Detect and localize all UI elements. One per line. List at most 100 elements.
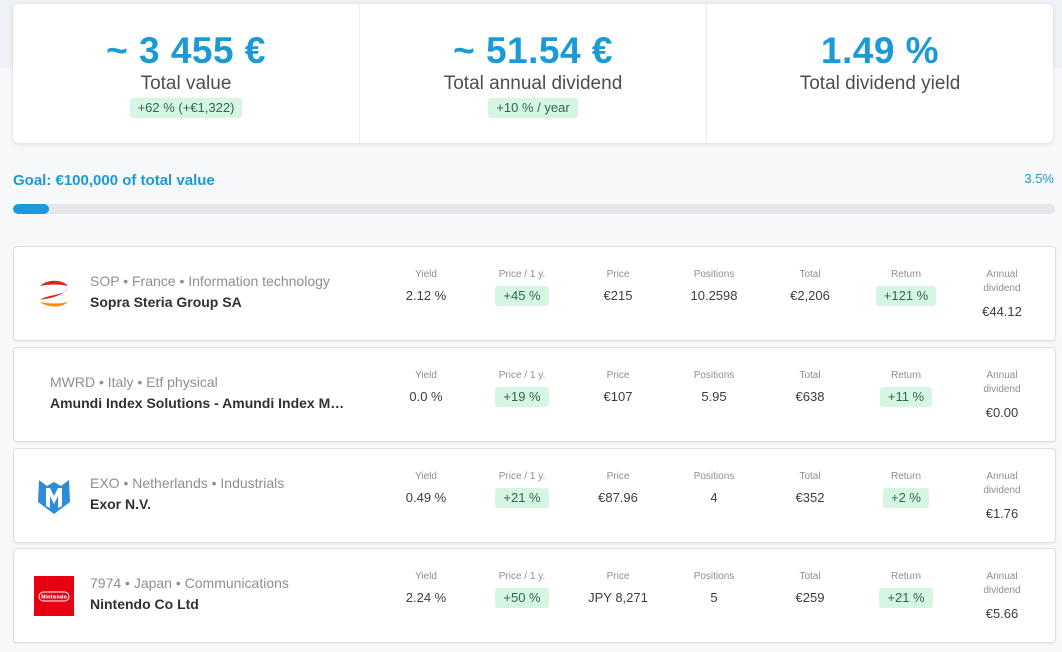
return-header: Return	[890, 370, 921, 381]
annual-dividend-header: Annual dividend	[983, 269, 1021, 294]
yield-header: Yield	[415, 370, 437, 381]
price-1y-badge: +45 %	[495, 286, 549, 306]
price-header: Price	[606, 269, 630, 280]
total-value-change-badge: +62 % (+€1,322)	[129, 98, 243, 118]
price-value: €107	[603, 389, 633, 404]
annual-dividend-value: €1.76	[985, 506, 1019, 521]
annual-dividend-value: €5.66	[985, 606, 1019, 621]
holding-name[interactable]: Sopra Steria Group SA	[90, 294, 242, 310]
total-header: Total	[799, 370, 821, 381]
positions-header: Positions	[693, 370, 735, 381]
price-value: €87.96	[598, 490, 638, 505]
holding-name[interactable]: Amundi Index Solutions - Amundi Index MS…	[50, 395, 350, 411]
return-badge: +21 %	[879, 588, 933, 608]
total-value-label: Total value	[140, 73, 232, 94]
goal-percent: 3.5%	[1024, 171, 1054, 186]
holding-info: 7974 • Japan • Communications Nintendo C…	[90, 574, 390, 613]
positions-cell: Positions 10.2598	[664, 268, 764, 304]
goal-progress-fill	[13, 204, 50, 214]
holding-name[interactable]: Nintendo Co Ltd	[90, 596, 199, 612]
annual-dividend-stat: ~ 51.54 € Total annual dividend +10 % / …	[360, 4, 707, 143]
total-header: Total	[799, 571, 821, 582]
annual-dividend-header: Annual dividend	[983, 370, 1021, 395]
annual-dividend-value: €0.00	[985, 405, 1019, 420]
positions-cell: Positions 4	[664, 470, 764, 506]
yield-cell: Yield 0.49 %	[376, 470, 476, 506]
holding-card[interactable]: EXO • Netherlands • Industrials Exor N.V…	[13, 448, 1056, 543]
dividend-yield-stat: 1.49 % Total dividend yield	[707, 4, 1053, 143]
price-value: €215	[603, 288, 633, 303]
annual-dividend-value: ~ 51.54 €	[453, 30, 613, 71]
price-1y-cell: Price / 1 y. +19 %	[472, 369, 572, 407]
annual-dividend-value: €44.12	[982, 304, 1022, 319]
yield-header: Yield	[415, 471, 437, 482]
holding-meta: SOP • France • Information technology	[90, 273, 330, 289]
annual-dividend-header: Annual dividend	[983, 471, 1021, 496]
return-cell: Return +2 %	[856, 470, 956, 508]
return-cell: Return +121 %	[856, 268, 956, 306]
total-value: €638	[795, 389, 825, 404]
yield-cell: Yield 2.12 %	[376, 268, 476, 304]
price-1y-cell: Price / 1 y. +21 %	[472, 470, 572, 508]
annual-dividend-growth-badge: +10 % / year	[488, 98, 578, 118]
price-cell: Price €215	[568, 268, 668, 304]
return-badge: +121 %	[875, 286, 937, 306]
yield-value: 2.24 %	[405, 590, 447, 605]
holding-card[interactable]: SOP • France • Information technology So…	[13, 246, 1056, 341]
annual-dividend-cell: Annual dividend €5.66	[952, 570, 1052, 622]
price-1y-badge: +50 %	[495, 588, 549, 608]
holding-card[interactable]: MWRD • Italy • Etf physical Amundi Index…	[13, 347, 1056, 442]
yield-value: 2.12 %	[405, 288, 447, 303]
holding-name[interactable]: Exor N.V.	[90, 496, 151, 512]
holding-meta: 7974 • Japan • Communications	[90, 575, 289, 591]
holding-meta: MWRD • Italy • Etf physical	[50, 374, 218, 390]
goal-progress-bar	[13, 204, 1055, 214]
yield-header: Yield	[415, 571, 437, 582]
price-header: Price	[606, 370, 630, 381]
positions-value: 4	[710, 490, 718, 505]
positions-cell: Positions 5	[664, 570, 764, 606]
price-1y-badge: +21 %	[495, 488, 549, 508]
dividend-yield-label: Total dividend yield	[799, 73, 961, 94]
price-header: Price	[606, 471, 630, 482]
holding-card[interactable]: Nintendo 7974 • Japan • Communications N…	[13, 548, 1056, 643]
total-header: Total	[799, 269, 821, 280]
price-1y-header: Price / 1 y.	[498, 471, 546, 482]
holding-info: EXO • Netherlands • Industrials Exor N.V…	[90, 474, 390, 513]
positions-header: Positions	[693, 571, 735, 582]
return-cell: Return +11 %	[856, 369, 956, 407]
price-value: JPY 8,271	[588, 590, 648, 605]
price-1y-header: Price / 1 y.	[498, 269, 546, 280]
annual-dividend-cell: Annual dividend €0.00	[952, 369, 1052, 421]
total-value: ~ 3 455 €	[106, 30, 266, 71]
positions-header: Positions	[693, 269, 735, 280]
yield-value: 0.0 %	[409, 389, 443, 404]
yield-cell: Yield 0.0 %	[376, 369, 476, 405]
yield-value: 0.49 %	[405, 490, 447, 505]
total-value: €2,206	[790, 288, 830, 303]
dividend-yield-value: 1.49 %	[820, 30, 940, 71]
positions-cell: Positions 5.95	[664, 369, 764, 405]
annual-dividend-cell: Annual dividend €44.12	[952, 268, 1052, 320]
total-cell: Total €352	[760, 470, 860, 506]
total-value: €259	[795, 590, 825, 605]
positions-value: 10.2598	[690, 288, 738, 303]
total-cell: Total €2,206	[760, 268, 860, 304]
return-badge: +11 %	[879, 387, 933, 407]
return-badge: +2 %	[883, 488, 929, 508]
price-header: Price	[606, 571, 630, 582]
sopra-steria-logo	[34, 274, 74, 314]
price-cell: Price JPY 8,271	[568, 570, 668, 606]
price-cell: Price €107	[568, 369, 668, 405]
yield-cell: Yield 2.24 %	[376, 570, 476, 606]
exor-logo	[34, 476, 74, 516]
positions-header: Positions	[693, 471, 735, 482]
price-cell: Price €87.96	[568, 470, 668, 506]
annual-dividend-label: Total annual dividend	[443, 73, 623, 94]
return-header: Return	[890, 269, 921, 280]
holding-info: SOP • France • Information technology So…	[90, 272, 390, 311]
goal-label[interactable]: Goal: €100,000 of total value	[13, 172, 215, 189]
price-1y-badge: +19 %	[495, 387, 549, 407]
positions-value: 5	[710, 590, 718, 605]
holding-meta: EXO • Netherlands • Industrials	[90, 475, 285, 491]
